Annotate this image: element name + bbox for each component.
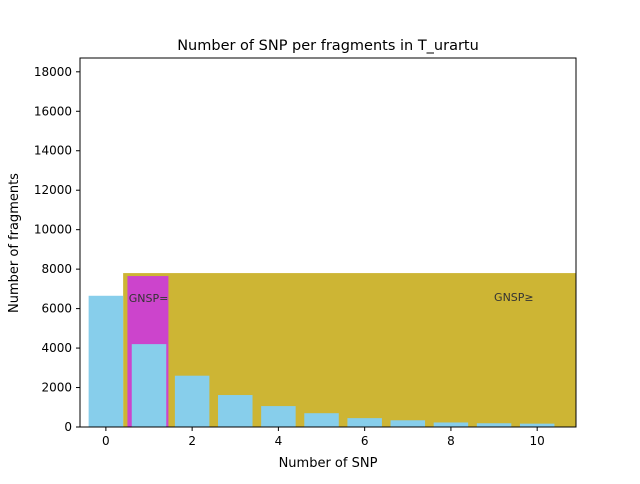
y-tick-label: 12000 [34,183,72,197]
x-tick-label: 10 [530,434,545,448]
y-tick-label: 14000 [34,144,72,158]
region-labels: GNSP≥ GNSP= [129,291,534,305]
y-tick-label: 18000 [34,65,72,79]
bar-7 [390,420,426,427]
x-axis-ticks: 0 2 4 6 8 10 [102,427,545,448]
bar-9 [476,423,512,427]
y-tick-label: 6000 [41,302,72,316]
bar-1 [131,344,167,427]
x-tick-label: 0 [102,434,110,448]
x-axis-label: Number of SNP [279,456,378,471]
y-axis-ticks: 0 2000 4000 6000 8000 10000 12000 14000 16000 180… [34,65,80,434]
region-label-1: GNSP≥ [494,291,534,304]
y-tick-label: 2000 [41,381,72,395]
y-tick-label: 16000 [34,104,72,118]
y-tick-label: 8000 [41,262,72,276]
x-tick-label: 6 [361,434,369,448]
bar-5 [304,413,339,427]
chart-title: Number of SNP per fragments in T_urartu [177,38,479,54]
x-tick-label: 2 [188,434,196,448]
bar-0 [88,295,124,427]
bar-4 [261,406,296,427]
y-axis-label: Number of fragments [7,173,22,313]
bar-2 [174,375,210,427]
bar-6 [347,418,382,427]
x-tick-label: 4 [275,434,283,448]
bar-10 [519,423,555,427]
bar-3 [218,395,253,427]
plot-frame [79,57,577,428]
bar-8 [433,422,469,427]
y-tick-label: 10000 [34,223,72,237]
y-tick-label: 4000 [41,341,72,355]
region-label-2: GNSP= [129,292,169,305]
y-tick-label: 0 [64,420,72,434]
x-tick-label: 8 [447,434,455,448]
bars [88,295,555,427]
